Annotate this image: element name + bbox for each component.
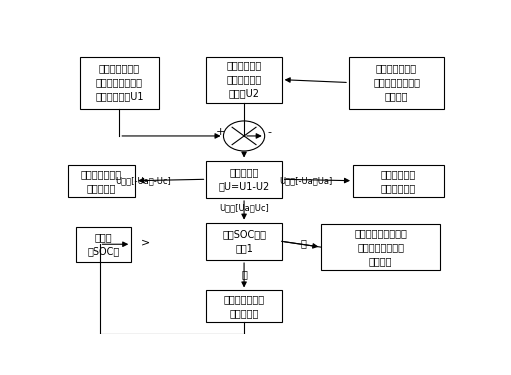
Text: 偏差直流电
压U=U1-U2: 偏差直流电 压U=U1-U2 xyxy=(218,167,270,191)
Bar xyxy=(206,223,282,260)
Text: U应于[-Ua，Ua]: U应于[-Ua，Ua] xyxy=(280,177,333,186)
Text: 按比例系数变
换为平均直流
电压值U2: 按比例系数变 换为平均直流 电压值U2 xyxy=(226,61,262,99)
Text: 飞轮储能系统执
行充电操作: 飞轮储能系统执 行充电操作 xyxy=(223,294,265,318)
Text: 逆变回馈装置工作，
将能量回馈至交流
供电电网: 逆变回馈装置工作， 将能量回馈至交流 供电电网 xyxy=(354,228,407,266)
Text: U应于[-Ua，-Uc]: U应于[-Ua，-Uc] xyxy=(115,177,171,186)
Text: 飞轮SOC值是
否为1: 飞轮SOC值是 否为1 xyxy=(222,230,266,254)
Bar xyxy=(206,160,282,198)
Text: 直流电压检测模
块采集地铁牵引网
直流母线电压U1: 直流电压检测模 块采集地铁牵引网 直流母线电压U1 xyxy=(95,63,144,102)
Text: -: - xyxy=(267,127,271,136)
Bar xyxy=(321,224,440,270)
Text: +: + xyxy=(216,127,225,136)
Text: 飞轮储能系统
执行维持操作: 飞轮储能系统 执行维持操作 xyxy=(381,169,416,193)
Text: 是: 是 xyxy=(300,238,307,248)
Bar xyxy=(80,57,159,108)
Text: 飞轮储能系统执
行放电操作: 飞轮储能系统执 行放电操作 xyxy=(81,169,122,193)
Text: >: > xyxy=(141,238,150,248)
Text: 持续检
测SOC值: 持续检 测SOC值 xyxy=(87,232,120,256)
Bar xyxy=(206,290,282,322)
Text: U应于[Ua，Uc]: U应于[Ua，Uc] xyxy=(219,204,269,213)
Bar xyxy=(206,57,282,103)
Bar xyxy=(68,165,135,196)
Bar xyxy=(76,227,131,262)
Bar xyxy=(353,165,444,196)
Bar xyxy=(349,57,444,108)
Text: 否: 否 xyxy=(241,270,247,279)
Text: 交流电压检测模
块采集交流供电电
网电压值: 交流电压检测模 块采集交流供电电 网电压值 xyxy=(373,63,420,102)
